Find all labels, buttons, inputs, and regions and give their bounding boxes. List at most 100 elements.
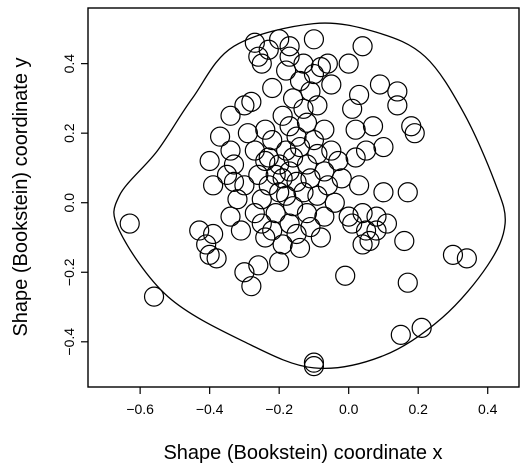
data-point xyxy=(321,140,342,161)
data-point xyxy=(355,220,377,241)
data-point xyxy=(255,119,276,140)
data-point xyxy=(397,272,418,293)
data-point xyxy=(387,81,408,102)
data-point xyxy=(244,32,265,53)
data-point xyxy=(355,140,377,161)
data-point xyxy=(282,147,304,168)
data-point xyxy=(258,175,279,196)
data-point xyxy=(307,95,328,116)
data-point xyxy=(345,147,366,168)
data-point xyxy=(279,116,300,137)
data-point xyxy=(189,220,210,241)
data-point xyxy=(307,185,328,206)
data-point xyxy=(199,150,220,172)
data-point xyxy=(352,36,373,57)
data-point xyxy=(279,161,300,182)
data-point xyxy=(366,220,387,241)
data-point xyxy=(300,168,321,189)
data-point xyxy=(234,262,255,283)
data-point xyxy=(293,98,314,119)
data-point xyxy=(276,185,297,206)
data-point xyxy=(286,126,307,147)
plot-frame xyxy=(87,7,520,388)
y-tick-label: 0.2 xyxy=(61,123,77,143)
data-point xyxy=(293,53,314,74)
data-point xyxy=(143,286,165,307)
data-point xyxy=(237,123,258,144)
x-axis: −0.6 −0.4 −0.2 0.0 0.2 0.4 xyxy=(126,387,498,417)
data-point xyxy=(442,244,464,265)
data-point xyxy=(251,213,272,234)
data-point xyxy=(349,175,370,196)
data-point xyxy=(317,53,338,74)
data-point xyxy=(366,206,387,227)
data-point xyxy=(220,206,241,227)
data-point xyxy=(293,182,314,203)
data-point xyxy=(300,216,321,238)
data-point xyxy=(324,192,345,213)
y-tick-label: −0.4 xyxy=(61,328,77,356)
data-point xyxy=(220,140,241,161)
data-point xyxy=(296,203,318,224)
data-point xyxy=(352,203,373,224)
data-point xyxy=(248,164,269,185)
data-point xyxy=(279,46,300,67)
x-tick-label: 0.2 xyxy=(408,401,428,417)
data-point xyxy=(258,147,279,168)
data-point xyxy=(279,36,300,57)
data-point xyxy=(349,84,370,106)
data-point xyxy=(279,213,300,234)
data-point xyxy=(397,182,418,203)
data-point xyxy=(307,143,328,165)
data-point xyxy=(272,105,293,126)
data-point xyxy=(244,203,265,224)
data-point xyxy=(220,105,241,126)
data-point xyxy=(335,265,356,286)
data-point xyxy=(303,356,325,377)
data-point xyxy=(272,168,293,189)
data-point xyxy=(390,324,411,345)
data-point xyxy=(296,154,318,175)
data-point xyxy=(404,123,425,144)
data-point xyxy=(255,150,276,172)
data-point xyxy=(303,63,325,85)
data-point xyxy=(338,53,359,74)
data-point xyxy=(248,255,269,276)
data-point xyxy=(282,88,304,109)
data-point xyxy=(255,227,276,248)
data-point xyxy=(241,276,262,297)
data-point xyxy=(216,164,238,185)
data-point xyxy=(262,130,283,151)
data-point xyxy=(258,39,279,60)
data-point xyxy=(321,74,342,95)
data-point xyxy=(286,171,307,192)
data-point xyxy=(376,213,398,234)
data-point xyxy=(282,196,304,217)
data-point xyxy=(265,203,286,224)
x-tick-label: 0.0 xyxy=(339,401,359,417)
data-point xyxy=(196,234,217,255)
data-point xyxy=(373,136,394,158)
data-point xyxy=(314,206,335,227)
x-tick-label: −0.4 xyxy=(196,401,224,417)
data-point xyxy=(241,91,262,112)
data-point xyxy=(286,223,307,245)
data-point xyxy=(269,251,290,272)
data-point xyxy=(303,352,325,373)
data-point xyxy=(317,175,338,196)
data-point xyxy=(234,175,255,196)
data-point xyxy=(296,112,318,133)
data-point xyxy=(342,98,363,119)
data-point xyxy=(206,248,227,269)
data-point xyxy=(251,189,272,210)
data-point xyxy=(209,126,231,147)
data-point xyxy=(203,175,224,196)
data-point xyxy=(262,220,283,241)
data-point xyxy=(276,60,297,81)
y-tick-label: 0.4 xyxy=(61,54,77,74)
data-point xyxy=(394,230,415,252)
data-point xyxy=(362,116,384,137)
data-point xyxy=(119,213,140,234)
data-point xyxy=(244,140,265,161)
data-point xyxy=(342,213,363,234)
